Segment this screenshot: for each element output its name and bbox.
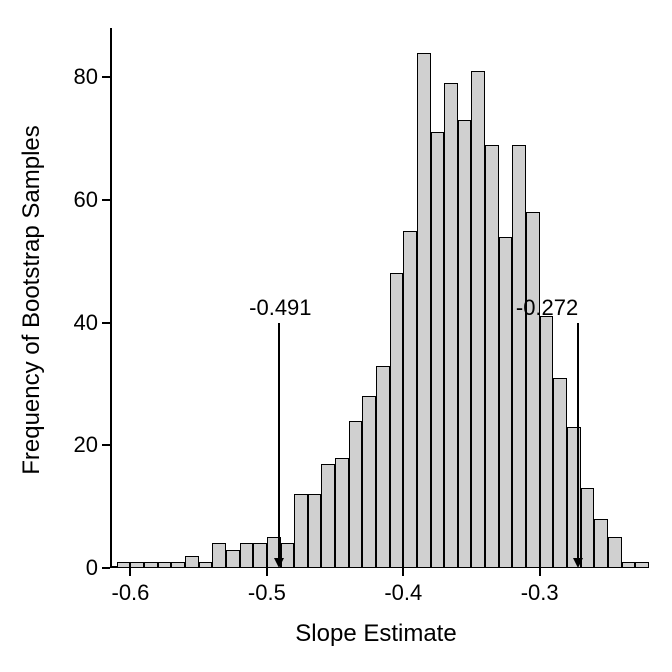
annotation-arrow — [577, 323, 579, 559]
histogram-bar — [321, 464, 335, 568]
y-tick — [102, 444, 110, 446]
histogram-bar — [622, 562, 636, 568]
histogram-bar — [390, 273, 404, 568]
histogram-bar — [349, 421, 363, 568]
y-tick-label: 0 — [62, 555, 98, 581]
histogram-bar — [471, 71, 485, 568]
y-tick-label: 40 — [62, 310, 98, 336]
histogram-chart: 0 20 40 60 80 -0.6 -0.5 -0.4 -0.3 -0.491 -0.272 Fr… — [0, 0, 672, 672]
histogram-bar — [335, 458, 349, 568]
histogram-bar — [512, 145, 526, 568]
annotation-label: -0.272 — [516, 295, 578, 321]
annotation-arrow — [278, 323, 280, 559]
x-tick-label: -0.3 — [521, 580, 559, 606]
y-axis-label: Frequency of Bootstrap Samples — [18, 125, 46, 475]
histogram-bar — [294, 494, 308, 568]
x-tick-label: -0.5 — [248, 580, 286, 606]
x-tick — [402, 568, 404, 576]
histogram-bar — [212, 543, 226, 568]
y-tick-label: 80 — [62, 64, 98, 90]
histogram-bar — [526, 212, 540, 568]
histogram-bar — [158, 562, 172, 568]
histogram-bar — [240, 543, 254, 568]
histogram-bar — [253, 543, 267, 568]
x-tick — [129, 568, 131, 576]
histogram-bar — [431, 132, 445, 568]
annotation-label: -0.491 — [249, 295, 311, 321]
y-tick — [102, 567, 110, 569]
histogram-bar — [117, 562, 131, 568]
histogram-bar — [553, 378, 567, 568]
histogram-bar — [594, 519, 608, 568]
histogram-bar — [403, 231, 417, 569]
annotation-arrow-head — [573, 558, 583, 568]
histogram-bar — [185, 556, 199, 568]
histogram-bar — [199, 562, 213, 568]
histogram-bar — [417, 53, 431, 568]
histogram-bar — [635, 562, 649, 568]
histogram-bar — [308, 494, 322, 568]
x-tick — [539, 568, 541, 576]
x-tick — [266, 568, 268, 576]
y-tick — [102, 76, 110, 78]
x-tick-label: -0.4 — [384, 580, 422, 606]
y-tick — [102, 322, 110, 324]
y-tick-label: 60 — [62, 187, 98, 213]
y-tick-label: 20 — [62, 432, 98, 458]
histogram-bar — [458, 120, 472, 568]
histogram-bar — [130, 562, 144, 568]
histogram-bar — [376, 366, 390, 569]
y-tick — [102, 199, 110, 201]
histogram-bar — [608, 537, 622, 568]
histogram-bar — [362, 396, 376, 568]
histogram-bar — [581, 488, 595, 568]
annotation-arrow-head — [274, 558, 284, 568]
x-axis-label: Slope Estimate — [276, 620, 476, 648]
histogram-bar — [444, 83, 458, 568]
x-tick-label: -0.6 — [111, 580, 149, 606]
histogram-bar — [485, 145, 499, 568]
histogram-bar — [226, 550, 240, 568]
histogram-bar — [144, 562, 158, 568]
histogram-bar — [499, 237, 513, 568]
histogram-bar — [540, 316, 554, 568]
histogram-bar — [171, 562, 185, 568]
